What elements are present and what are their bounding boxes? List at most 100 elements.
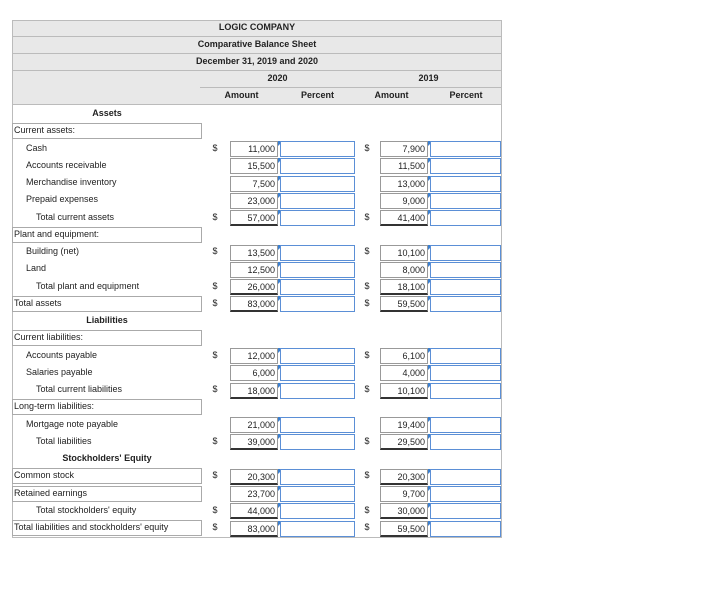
percent-input[interactable] bbox=[280, 434, 355, 451]
percent-input[interactable] bbox=[430, 158, 501, 175]
percent-input[interactable] bbox=[280, 158, 355, 175]
percent-input[interactable] bbox=[280, 382, 355, 399]
amount-field: 26,000 bbox=[230, 279, 283, 295]
amount-field: 12,500 bbox=[230, 261, 283, 278]
percent-input[interactable] bbox=[430, 348, 501, 364]
row-label: Salaries payable bbox=[26, 366, 93, 377]
amount-field: 4,000 bbox=[380, 365, 433, 382]
percent-input[interactable] bbox=[280, 503, 355, 520]
currency-sign: $ bbox=[212, 280, 218, 291]
amount-field: 29,500 bbox=[380, 434, 433, 451]
percent-input[interactable] bbox=[280, 348, 355, 364]
label-box bbox=[12, 226, 202, 243]
label-box bbox=[12, 468, 202, 485]
amount-field: 83,000 bbox=[230, 296, 283, 313]
amount-field: 9,700 bbox=[380, 486, 433, 502]
currency-sign: $ bbox=[212, 297, 218, 308]
amount-field: 10,100 bbox=[380, 382, 433, 399]
amount-field: 44,000 bbox=[230, 503, 283, 520]
row-label: Total current liabilities bbox=[36, 384, 123, 394]
percent-input[interactable] bbox=[280, 192, 355, 209]
amount-field: 30,000 bbox=[380, 503, 433, 520]
percent-input[interactable] bbox=[280, 141, 355, 157]
percent-input[interactable] bbox=[430, 468, 501, 485]
percent-input[interactable] bbox=[430, 192, 501, 209]
percent-input[interactable] bbox=[430, 244, 501, 261]
percent-input[interactable] bbox=[430, 434, 501, 451]
currency-sign: $ bbox=[364, 470, 370, 481]
amount-field: 83,000 bbox=[230, 520, 283, 537]
amount-field: 7,500 bbox=[230, 175, 283, 192]
amount-field: 15,500 bbox=[230, 158, 283, 175]
percent-input[interactable] bbox=[430, 417, 501, 433]
label-box bbox=[12, 520, 202, 536]
amount-field: 11,000 bbox=[230, 141, 283, 157]
section-heading: Liabilities bbox=[86, 315, 128, 325]
percent-input[interactable] bbox=[430, 365, 501, 382]
percent-input[interactable] bbox=[280, 279, 355, 295]
year-header: 2020 bbox=[200, 71, 355, 88]
percent-input[interactable] bbox=[430, 520, 501, 537]
currency-sign: $ bbox=[364, 435, 370, 446]
percent-input[interactable] bbox=[430, 210, 501, 226]
currency-sign: $ bbox=[364, 504, 370, 515]
amount-field: 20,300 bbox=[230, 468, 283, 485]
currency-sign: $ bbox=[212, 435, 218, 446]
amount-field: 59,500 bbox=[380, 520, 433, 537]
row-label: Land bbox=[26, 263, 47, 274]
row-label: Total plant and equipment bbox=[36, 280, 140, 291]
amount-field: 10,100 bbox=[380, 244, 433, 261]
percent-input[interactable] bbox=[280, 486, 355, 502]
percent-input[interactable] bbox=[280, 417, 355, 433]
amount-field: 21,000 bbox=[230, 417, 283, 433]
row-label: Mortgage note payable bbox=[26, 418, 119, 429]
header-bg bbox=[12, 20, 502, 105]
percent-input[interactable] bbox=[280, 244, 355, 261]
row-label: Total current assets bbox=[36, 211, 115, 222]
currency-sign: $ bbox=[212, 246, 218, 256]
row-label: Prepaid expenses bbox=[26, 194, 99, 205]
column-header: Amount bbox=[224, 90, 259, 100]
statement-title: Comparative Balance Sheet bbox=[197, 39, 317, 49]
row-label: Current assets: bbox=[14, 125, 76, 136]
currency-sign: $ bbox=[364, 280, 370, 291]
currency-sign: $ bbox=[364, 142, 370, 153]
amount-field: 23,700 bbox=[230, 486, 283, 502]
currency-sign: $ bbox=[212, 470, 218, 481]
percent-input[interactable] bbox=[280, 520, 355, 537]
percent-input[interactable] bbox=[280, 365, 355, 382]
row-label: Current liabilities: bbox=[14, 332, 84, 343]
amount-field: 23,000 bbox=[230, 192, 283, 209]
row-label: Cash bbox=[26, 142, 48, 153]
percent-input[interactable] bbox=[430, 486, 501, 502]
row-label: Total assets bbox=[14, 297, 62, 308]
statement-date: December 31, 2019 and 2020 bbox=[195, 56, 319, 66]
row-label: Retained earnings bbox=[14, 487, 88, 498]
percent-input[interactable] bbox=[430, 503, 501, 520]
percent-input[interactable] bbox=[430, 382, 501, 399]
percent-input[interactable] bbox=[280, 468, 355, 485]
amount-field: 7,900 bbox=[380, 141, 433, 157]
percent-input[interactable] bbox=[280, 210, 355, 226]
percent-input[interactable] bbox=[430, 141, 501, 157]
amount-field: 59,500 bbox=[380, 296, 433, 313]
row-label: Accounts payable bbox=[26, 349, 98, 360]
amount-field: 12,000 bbox=[230, 348, 283, 364]
percent-input[interactable] bbox=[280, 261, 355, 278]
company-name: LOGIC COMPANY bbox=[218, 22, 296, 32]
percent-input[interactable] bbox=[430, 296, 501, 313]
percent-input[interactable] bbox=[280, 175, 355, 192]
currency-sign: $ bbox=[364, 211, 370, 222]
currency-sign: $ bbox=[364, 297, 370, 308]
percent-input[interactable] bbox=[280, 296, 355, 313]
percent-input[interactable] bbox=[430, 175, 501, 192]
currency-sign: $ bbox=[212, 384, 218, 394]
amount-field: 13,500 bbox=[230, 244, 283, 261]
column-header: Percent bbox=[300, 90, 335, 100]
percent-input[interactable] bbox=[430, 261, 501, 278]
row-label: Accounts receivable bbox=[26, 159, 107, 170]
row-label: Total liabilities and stockholders' equi… bbox=[14, 522, 169, 532]
percent-input[interactable] bbox=[430, 279, 501, 295]
row-label: Merchandise inventory bbox=[26, 177, 117, 187]
